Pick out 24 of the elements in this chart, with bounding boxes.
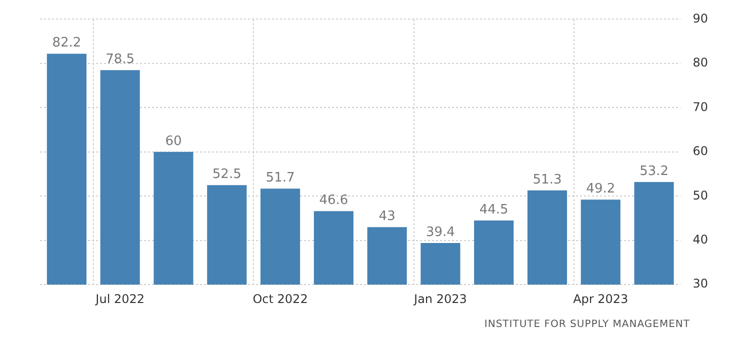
data-label: 51.7: [266, 170, 295, 186]
text: INSTITUTE FOR SUPPLY MANAGEMENT: [484, 319, 690, 330]
data-label: 43: [378, 208, 396, 224]
y-tick-label: 70: [692, 100, 708, 114]
y-tick-label: 50: [692, 188, 708, 202]
data-label: 52.5: [212, 166, 242, 182]
y-tick-label: 90: [692, 11, 708, 26]
data-label: 82.2: [52, 36, 82, 51]
data-label: 53.2: [640, 164, 669, 179]
x-tick-label: Jan 2023: [413, 292, 467, 306]
data-label: 46.6: [319, 193, 348, 208]
x-tick-label: Jul 2022: [94, 292, 145, 306]
data-label: 60: [165, 134, 182, 149]
y-tick-label: 40: [692, 232, 708, 246]
x-tick-label: Oct 2022: [252, 292, 308, 306]
data-label: 39.4: [426, 224, 455, 240]
y-tick-label: 60: [692, 144, 708, 158]
y-tick-label: 30: [692, 276, 708, 291]
data-label: 49.2: [586, 182, 616, 197]
x-tick-label: Apr 2023: [573, 292, 628, 306]
data-label: 51.3: [532, 172, 562, 188]
data-label: 78.5: [106, 52, 135, 67]
y-tick-label: 80: [692, 56, 708, 70]
data-label: 44.5: [479, 202, 508, 218]
